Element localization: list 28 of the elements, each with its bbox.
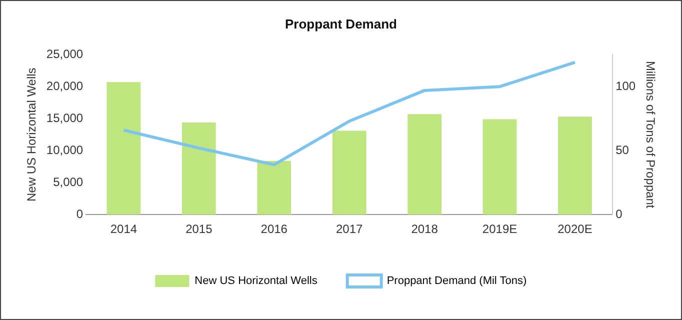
bar [182,122,216,215]
y-tick-label: 20,000 [46,78,84,93]
bar [558,116,592,215]
y2-tick-label: 0 [616,206,623,221]
y2-tick-label: 50 [616,142,630,157]
y-tick-label: 10,000 [46,142,84,157]
bar [332,130,366,215]
x-tick-label: 2016 [260,222,288,236]
y-axis-title: New US Horizontal Wells [24,68,39,202]
x-tick-label: 2019E [482,222,518,236]
chart-title: Proppant Demand [285,16,398,32]
y-tick-label: 0 [76,206,84,221]
x-tick-label: 2020E [558,222,592,236]
y-tick-label: 15,000 [46,110,84,125]
bar [408,114,442,215]
y2-axis-title: Millions of Tons of Proppant [643,61,658,209]
x-tick-label: 2014 [110,222,138,236]
x-tick-label: 2015 [186,222,213,236]
bar [257,160,292,215]
legend-label: New US Horizontal Wells [194,275,318,288]
legend-label: Proppant Demand (Mil Tons) [386,275,527,288]
y2-tick-label: 100 [616,78,636,93]
x-tick-label: 2018 [411,222,438,236]
bar [106,82,141,215]
bar [482,119,517,215]
y-tick-label: 5,000 [53,174,84,189]
y-tick-label: 25,000 [46,46,84,61]
x-tick-label: 2017 [336,222,364,236]
